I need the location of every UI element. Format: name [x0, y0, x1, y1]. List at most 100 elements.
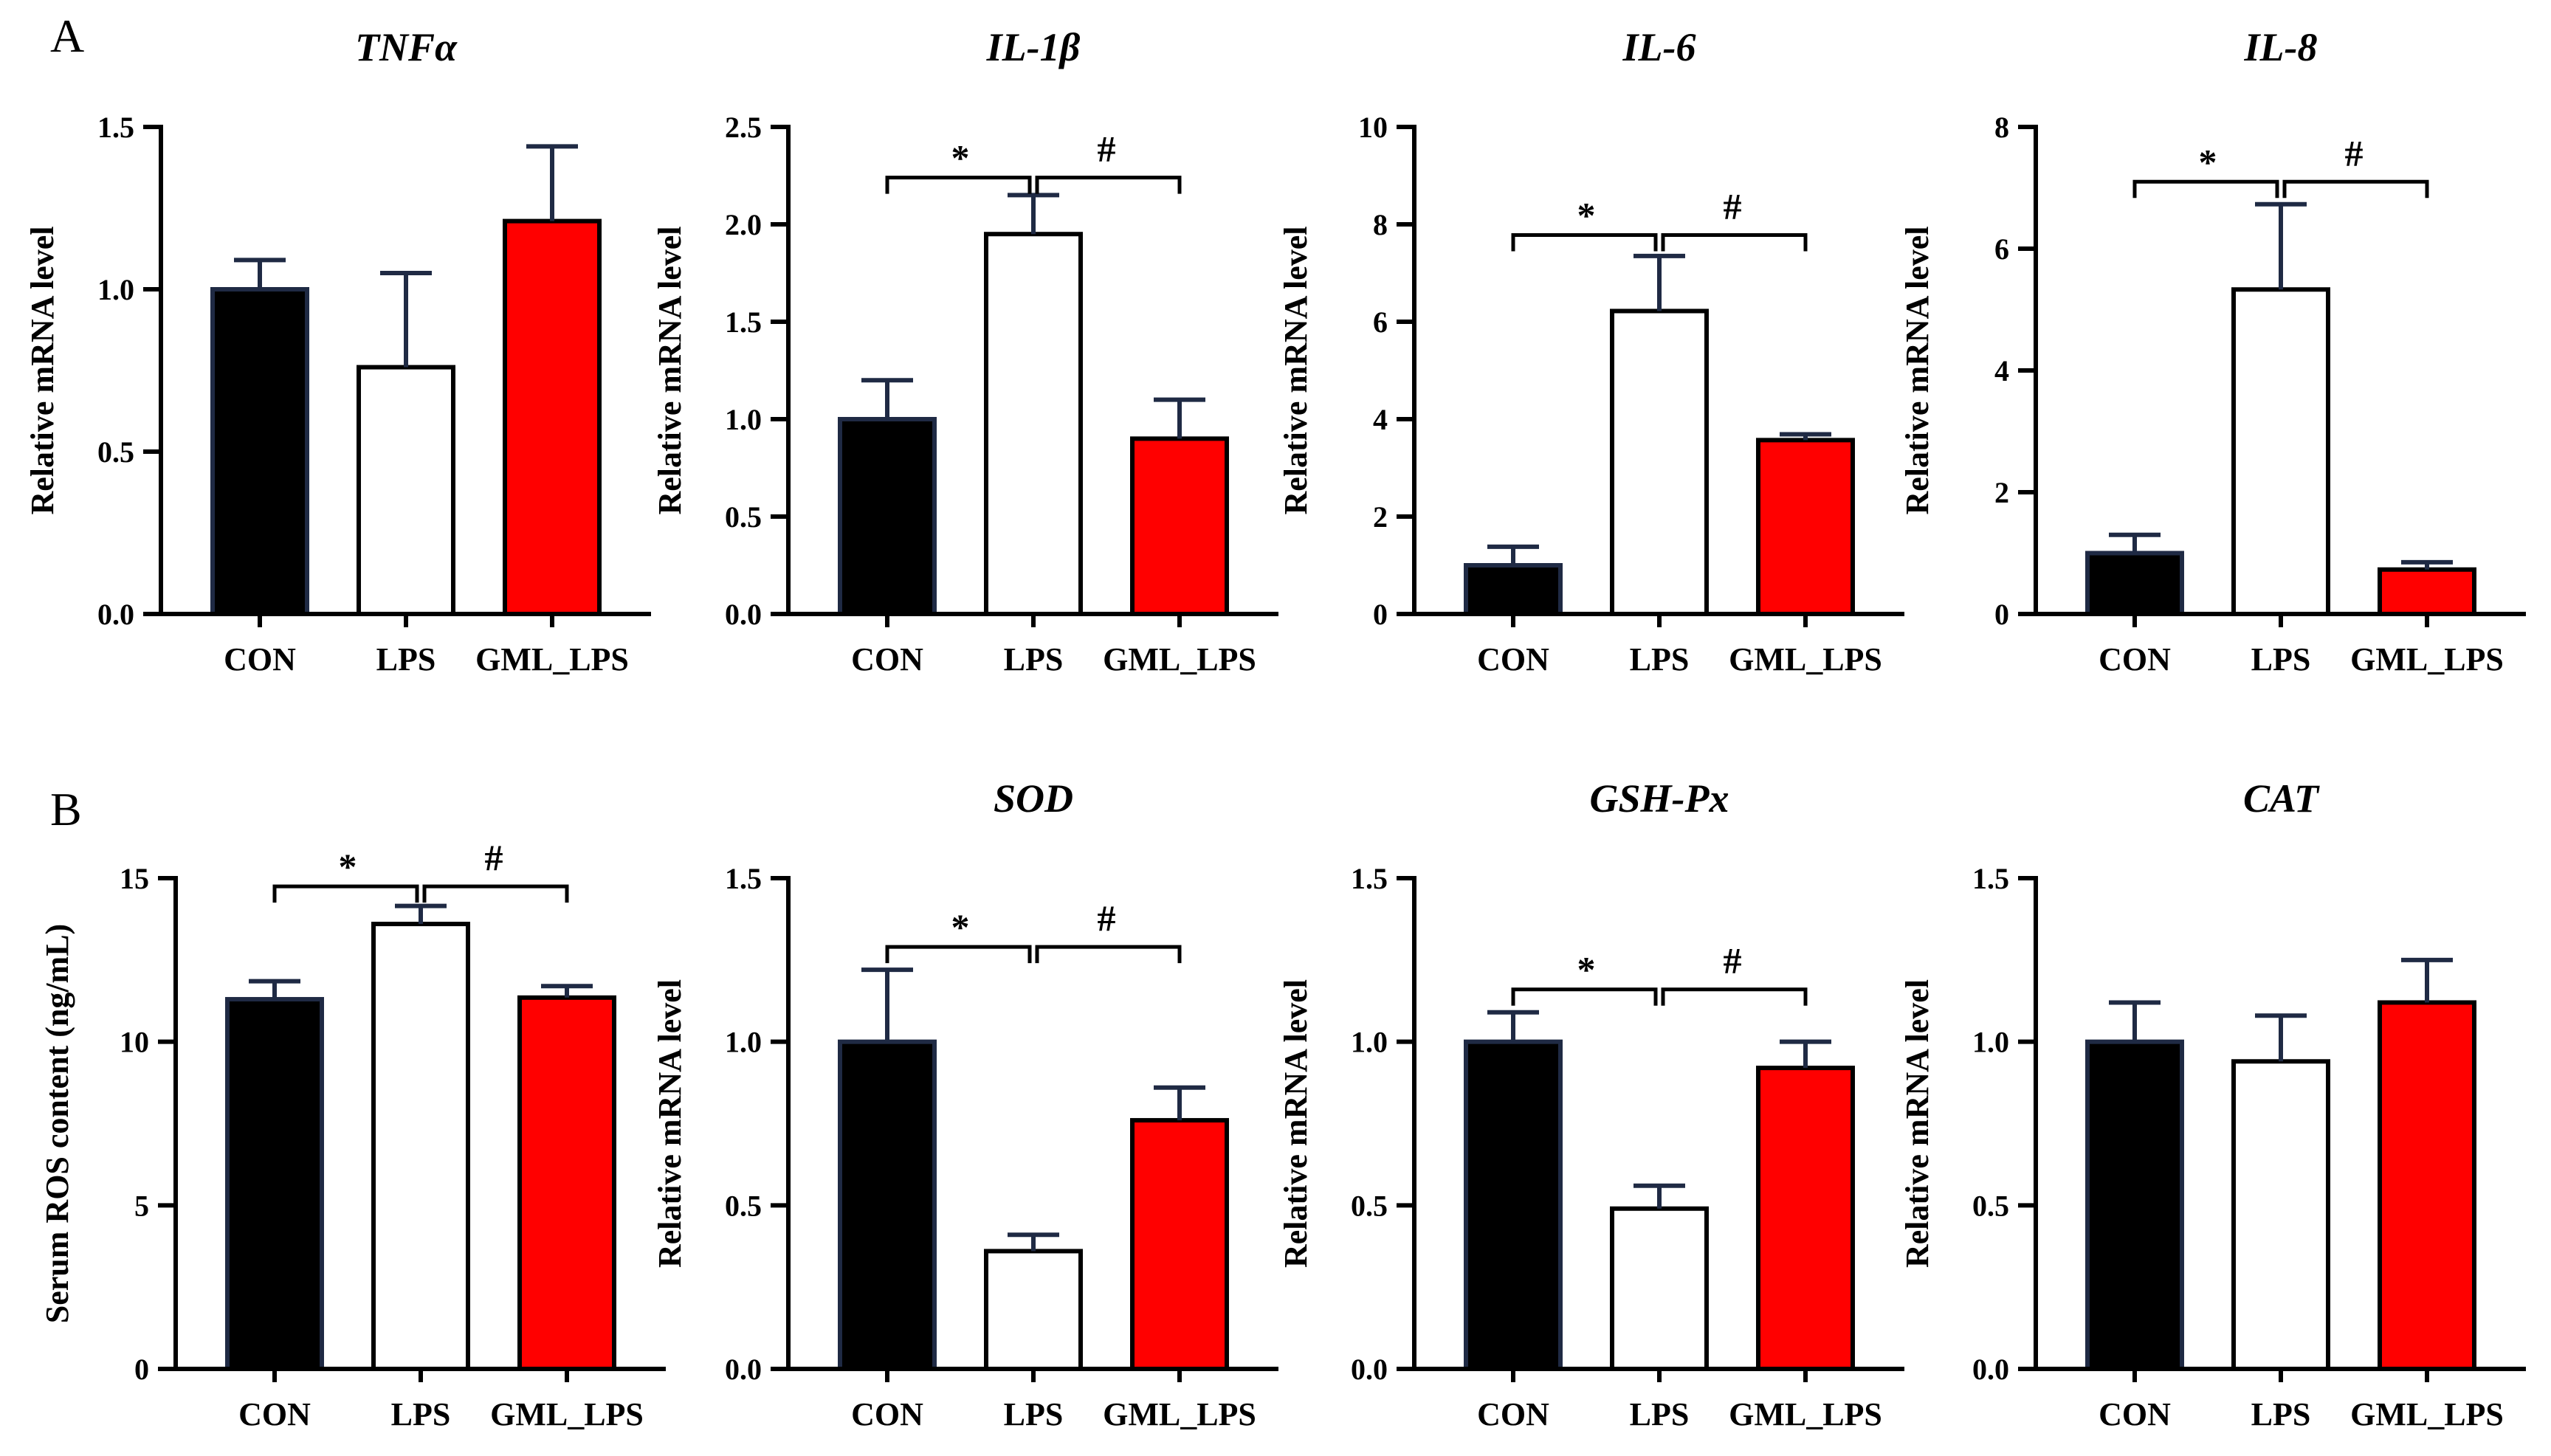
- chart-title: SOD: [994, 776, 1073, 821]
- x-tick-label: GML_LPS: [2350, 641, 2504, 677]
- x-tick-label: LPS: [1004, 1396, 1064, 1432]
- x-tick-label: GML_LPS: [1103, 641, 1256, 677]
- chart-4-il-8: IL-8 0 2 4 6 8 CON LPS GML_LPS Relative mRNA leve…: [1899, 25, 2526, 677]
- bar-con: [2085, 551, 2184, 616]
- bar-con: [2085, 1039, 2184, 1371]
- y-tick-label: 1.0: [725, 1026, 762, 1059]
- y-axis-title: Relative mRNA level: [1278, 979, 1314, 1268]
- bar-gml-lps: [1130, 1118, 1229, 1371]
- bar-lps: [2231, 287, 2330, 616]
- chart-title: CAT: [2243, 776, 2320, 821]
- y-tick-label: 2: [1373, 500, 1388, 534]
- y-tick-label: 4: [1373, 403, 1388, 436]
- y-tick-label: 1.5: [1351, 862, 1388, 895]
- x-tick-label: CON: [2099, 1396, 2171, 1432]
- x-tick-label: GML_LPS: [1729, 1396, 1882, 1432]
- y-tick-label: 8: [1994, 111, 2009, 144]
- x-tick-label: CON: [851, 641, 923, 677]
- y-tick-label: 15: [120, 862, 149, 895]
- significance-star: *: [1577, 195, 1596, 236]
- x-tick-label: CON: [238, 1396, 311, 1432]
- chart-title: IL-1β: [986, 25, 1081, 69]
- x-tick-label: GML_LPS: [1103, 1396, 1256, 1432]
- bar-gml-lps: [503, 218, 602, 617]
- bar-gml-lps: [2378, 1000, 2476, 1371]
- bar-gml-lps: [1130, 436, 1229, 617]
- y-tick-label: 4: [1994, 354, 2009, 387]
- y-tick-label: 1.0: [1351, 1026, 1388, 1059]
- y-tick-label: 1.5: [97, 111, 134, 144]
- y-tick-label: 0.5: [1351, 1189, 1388, 1222]
- y-tick-label: 10: [1358, 111, 1388, 144]
- significance-hash: #: [1098, 897, 1116, 939]
- y-axis-title: Relative mRNA level: [1278, 227, 1314, 515]
- bar-lps: [1610, 1206, 1709, 1372]
- significance-star: *: [2199, 141, 2217, 182]
- significance-bracket: [1661, 987, 1808, 1006]
- chart-5-serum-ros-content-ng-ml: 0 5 10 15 CON LPS GML_LPS Serum ROS content (ng…: [39, 837, 666, 1432]
- x-tick-label: GML_LPS: [1729, 641, 1882, 677]
- significance-hash: #: [1098, 128, 1116, 170]
- y-axis-title: Relative mRNA level: [652, 227, 688, 515]
- chart-title: TNFα: [355, 25, 458, 69]
- bar-con: [1464, 1039, 1563, 1371]
- bar-lps: [984, 1249, 1083, 1372]
- significance-bracket: [1035, 176, 1182, 194]
- significance-bracket: [2282, 179, 2429, 199]
- chart-6-sod: SOD 0.0 0.5 1.0 1.5 CON LPS GML_LPS Relative mRN…: [652, 776, 1278, 1432]
- x-tick-label: LPS: [1630, 641, 1690, 677]
- bar-lps: [357, 365, 455, 616]
- significance-hash: #: [1724, 940, 1742, 981]
- y-tick-label: 0.0: [97, 598, 134, 631]
- significance-bracket: [1661, 233, 1808, 252]
- x-tick-label: CON: [2099, 641, 2171, 677]
- significance-hash: #: [485, 837, 503, 878]
- y-tick-label: 0.5: [725, 1189, 762, 1222]
- x-tick-label: LPS: [376, 641, 436, 677]
- bar-gml-lps: [1756, 438, 1855, 616]
- significance-star: *: [1577, 949, 1596, 990]
- significance-star: *: [951, 906, 970, 948]
- y-tick-label: 5: [134, 1189, 149, 1222]
- significance-bracket: [1035, 945, 1182, 964]
- significance-bracket: [885, 945, 1032, 964]
- bar-con: [225, 997, 324, 1371]
- y-tick-label: 2.5: [725, 111, 762, 144]
- bar-con: [1464, 563, 1563, 616]
- y-tick-label: 1.0: [1972, 1026, 2009, 1059]
- y-tick-label: 6: [1994, 232, 2009, 266]
- y-axis-title: Relative mRNA level: [1899, 227, 1935, 515]
- y-axis-title: Relative mRNA level: [24, 227, 61, 515]
- y-tick-label: 1.5: [725, 862, 762, 895]
- chart-1-tnf: TNFα 0.0 0.5 1.0 1.5 CON LPS GML_LPS Relative mR…: [24, 25, 651, 677]
- y-tick-label: 1.0: [725, 403, 762, 436]
- significance-bracket: [1511, 233, 1658, 252]
- x-tick-label: LPS: [2251, 641, 2311, 677]
- significance-bracket: [885, 176, 1032, 194]
- y-tick-label: 1.5: [725, 306, 762, 339]
- y-tick-label: 10: [120, 1026, 149, 1059]
- chart-2-il-1: IL-1β 0.0 0.5 1.0 1.5 2.0 2.5 CON LPS GML_LPS Rela…: [652, 25, 1278, 677]
- significance-bracket: [272, 884, 419, 903]
- y-tick-label: 0: [1994, 598, 2009, 631]
- significance-hash: #: [1724, 186, 1742, 227]
- charts-container: TNFα 0.0 0.5 1.0 1.5 CON LPS GML_LPS Relative mR…: [24, 25, 2526, 1432]
- chart-3-il-6: IL-6 0 2 4 6 8 10 CON LPS GML_LPS Relative mRNA le…: [1278, 25, 1904, 677]
- y-tick-label: 0.0: [725, 1353, 762, 1386]
- significance-hash: #: [2345, 132, 2364, 173]
- y-tick-label: 2.0: [725, 208, 762, 241]
- y-tick-label: 0.0: [1972, 1353, 2009, 1386]
- x-tick-label: LPS: [2251, 1396, 2311, 1432]
- chart-title: IL-8: [2244, 25, 2318, 69]
- bar-lps: [1610, 308, 1709, 616]
- bar-gml-lps: [517, 995, 616, 1371]
- y-tick-label: 0.0: [1351, 1353, 1388, 1386]
- panel-label-a: A: [50, 10, 84, 62]
- y-tick-label: 1.5: [1972, 862, 2009, 895]
- bar-con: [838, 1039, 937, 1371]
- x-tick-label: GML_LPS: [490, 1396, 644, 1432]
- significance-star: *: [339, 846, 357, 887]
- significance-bracket: [2132, 179, 2279, 199]
- y-tick-label: 0.5: [1972, 1189, 2009, 1222]
